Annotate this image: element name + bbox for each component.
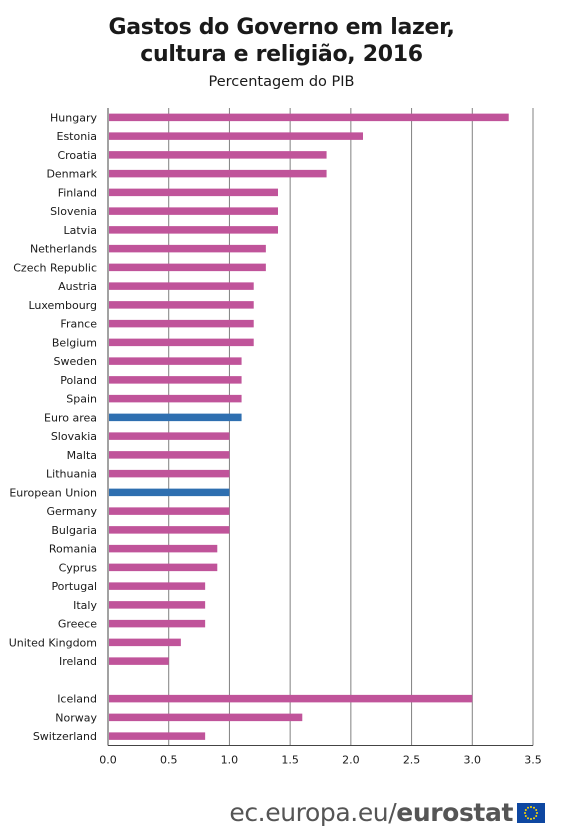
category-label: Sweden — [54, 355, 97, 368]
x-tick-label: 0.0 — [99, 754, 117, 767]
category-label: Austria — [58, 280, 97, 293]
bar — [109, 244, 266, 253]
category-label: United Kingdom — [9, 636, 97, 649]
category-label: Greece — [58, 618, 97, 631]
bar — [109, 563, 218, 572]
bar-chart: 0.0 0.5 1.0 1.5 2.0 2.5 3.0 3.5 Hungary Estonia Cr… — [9, 108, 542, 767]
bar — [109, 282, 254, 290]
category-label: Switzerland — [33, 730, 97, 743]
category-label: Euro area — [44, 411, 97, 424]
bar — [109, 451, 230, 459]
footer-domain: ec.europa.eu/ — [229, 798, 397, 827]
bar — [109, 188, 278, 197]
bar — [109, 507, 230, 515]
category-label: Spain — [66, 393, 97, 406]
bar — [109, 432, 230, 440]
bar — [109, 151, 327, 159]
category-label: Hungary — [50, 111, 97, 124]
bar — [109, 469, 230, 478]
chart-title-line-2: cultura e religião, 2016 — [140, 42, 423, 67]
eurostat-footer: ec.europa.eu/ eurostat — [229, 798, 545, 827]
category-label: Netherlands — [30, 243, 97, 256]
category-label: Denmark — [46, 168, 97, 181]
bar — [109, 338, 254, 347]
bar — [109, 301, 254, 309]
x-tick-label: 1.0 — [221, 754, 239, 767]
bar — [109, 357, 242, 365]
bar — [109, 601, 206, 609]
category-label: Croatia — [57, 149, 97, 162]
bar — [109, 732, 206, 740]
category-label: Estonia — [57, 130, 98, 143]
category-label: Poland — [60, 374, 97, 387]
x-tick-label: 0.5 — [160, 754, 178, 767]
category-label: Lithuania — [46, 468, 97, 481]
bar — [109, 694, 473, 703]
bar — [109, 619, 206, 628]
category-label: Czech Republic — [13, 261, 97, 274]
x-tick-label: 2.0 — [342, 754, 360, 767]
category-label: Finland — [58, 186, 97, 199]
chart-title: Gastos do Governo em lazer, cultura e re… — [0, 14, 563, 68]
chart-title-line-1: Gastos do Governo em lazer, — [108, 15, 455, 40]
category-label: Belgium — [52, 336, 97, 349]
bar — [109, 582, 206, 590]
category-label: Cyprus — [59, 561, 98, 574]
category-label: Romania — [49, 543, 97, 556]
category-label: Ireland — [59, 655, 97, 668]
x-tick-label: 1.5 — [281, 754, 299, 767]
eu-flag-icon — [517, 802, 545, 823]
category-label: France — [60, 318, 97, 331]
chart-subtitle: Percentagem do PIB — [208, 74, 355, 90]
x-tick-label: 3.5 — [524, 754, 542, 767]
bar — [109, 132, 363, 140]
bar — [109, 113, 509, 122]
bar — [109, 376, 242, 384]
category-label: Slovenia — [50, 205, 97, 218]
bar — [109, 713, 303, 722]
bar — [109, 657, 169, 665]
category-label: Norway — [55, 711, 97, 724]
category-label: Portugal — [51, 580, 97, 593]
category-label: Italy — [73, 599, 97, 612]
bar — [109, 394, 242, 403]
category-label: Latvia — [64, 224, 98, 237]
x-tick-label: 2.5 — [403, 754, 421, 767]
category-label: Malta — [67, 449, 97, 462]
x-tick-label: 3.0 — [464, 754, 482, 767]
category-label: Germany — [46, 505, 97, 518]
category-label: European Union — [9, 486, 97, 499]
bar — [109, 488, 230, 497]
category-label: Slovakia — [51, 430, 97, 443]
category-label: Luxembourg — [28, 299, 97, 312]
category-label: Bulgaria — [51, 524, 97, 537]
bar — [109, 413, 242, 422]
bar — [109, 526, 230, 534]
bar — [109, 226, 278, 234]
bar — [109, 169, 327, 178]
bar — [109, 207, 278, 215]
category-label: Iceland — [57, 693, 97, 706]
bar — [109, 544, 218, 553]
footer-brand: eurostat — [396, 798, 513, 827]
bar — [109, 319, 254, 328]
bar — [109, 638, 181, 647]
bar — [109, 263, 266, 272]
